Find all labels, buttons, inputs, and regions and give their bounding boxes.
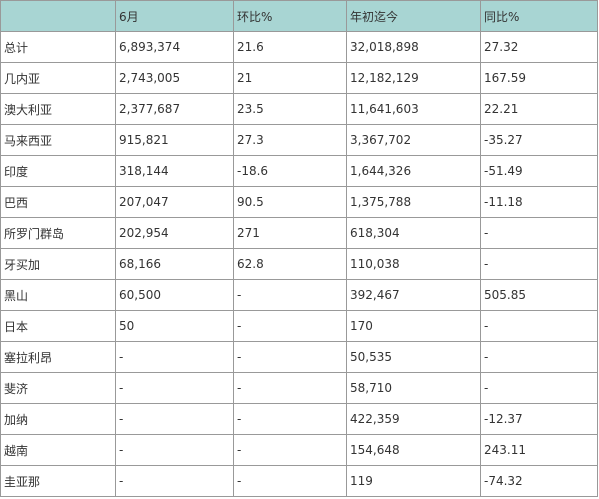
header-yoy: 同比% bbox=[480, 0, 598, 32]
cell-june: 318,144 bbox=[115, 155, 234, 187]
table-row: 加纳 - - 422,359 -12.37 bbox=[0, 403, 598, 435]
table-header: 6月 环比% 年初迄今 同比% bbox=[0, 0, 598, 32]
cell-country: 塞拉利昂 bbox=[0, 341, 116, 373]
cell-ytd: 422,359 bbox=[346, 403, 481, 435]
cell-mom: 62.8 bbox=[233, 248, 347, 280]
cell-yoy: -12.37 bbox=[480, 403, 598, 435]
cell-yoy: 22.21 bbox=[480, 93, 598, 125]
cell-june: 915,821 bbox=[115, 124, 234, 156]
cell-yoy: 27.32 bbox=[480, 31, 598, 63]
cell-country: 斐济 bbox=[0, 372, 116, 404]
cell-mom: 27.3 bbox=[233, 124, 347, 156]
cell-yoy: -11.18 bbox=[480, 186, 598, 218]
cell-june: 2,377,687 bbox=[115, 93, 234, 125]
header-country bbox=[0, 0, 116, 32]
cell-ytd: 392,467 bbox=[346, 279, 481, 311]
table-row: 日本 50 - 170 - bbox=[0, 310, 598, 342]
cell-ytd: 50,535 bbox=[346, 341, 481, 373]
header-june: 6月 bbox=[115, 0, 234, 32]
table-row: 几内亚 2,743,005 21 12,182,129 167.59 bbox=[0, 62, 598, 94]
cell-mom: 271 bbox=[233, 217, 347, 249]
cell-yoy: - bbox=[480, 341, 598, 373]
header-ytd: 年初迄今 bbox=[346, 0, 481, 32]
cell-country: 牙买加 bbox=[0, 248, 116, 280]
cell-june: 2,743,005 bbox=[115, 62, 234, 94]
cell-ytd: 1,644,326 bbox=[346, 155, 481, 187]
cell-ytd: 618,304 bbox=[346, 217, 481, 249]
cell-country: 几内亚 bbox=[0, 62, 116, 94]
cell-june: 202,954 bbox=[115, 217, 234, 249]
cell-june: 50 bbox=[115, 310, 234, 342]
cell-mom: 23.5 bbox=[233, 93, 347, 125]
table-row: 牙买加 68,166 62.8 110,038 - bbox=[0, 248, 598, 280]
cell-ytd: 3,367,702 bbox=[346, 124, 481, 156]
cell-june: - bbox=[115, 403, 234, 435]
cell-ytd: 110,038 bbox=[346, 248, 481, 280]
cell-yoy: 243.11 bbox=[480, 434, 598, 466]
table-row: 圭亚那 - - 119 -74.32 bbox=[0, 465, 598, 497]
cell-country: 加纳 bbox=[0, 403, 116, 435]
cell-ytd: 32,018,898 bbox=[346, 31, 481, 63]
cell-june: - bbox=[115, 465, 234, 497]
cell-ytd: 11,641,603 bbox=[346, 93, 481, 125]
cell-june: 6,893,374 bbox=[115, 31, 234, 63]
cell-june: - bbox=[115, 341, 234, 373]
table-row: 马来西亚 915,821 27.3 3,367,702 -35.27 bbox=[0, 124, 598, 156]
cell-yoy: 505.85 bbox=[480, 279, 598, 311]
table-body: 总计 6,893,374 21.6 32,018,898 27.32 几内亚 2… bbox=[0, 31, 598, 497]
cell-ytd: 119 bbox=[346, 465, 481, 497]
cell-country: 所罗门群岛 bbox=[0, 217, 116, 249]
table-row: 澳大利亚 2,377,687 23.5 11,641,603 22.21 bbox=[0, 93, 598, 125]
cell-ytd: 58,710 bbox=[346, 372, 481, 404]
cell-country: 总计 bbox=[0, 31, 116, 63]
cell-country: 日本 bbox=[0, 310, 116, 342]
cell-country: 印度 bbox=[0, 155, 116, 187]
table-row: 印度 318,144 -18.6 1,644,326 -51.49 bbox=[0, 155, 598, 187]
cell-ytd: 154,648 bbox=[346, 434, 481, 466]
cell-mom: - bbox=[233, 434, 347, 466]
cell-mom: - bbox=[233, 310, 347, 342]
cell-mom: - bbox=[233, 465, 347, 497]
table-row: 塞拉利昂 - - 50,535 - bbox=[0, 341, 598, 373]
cell-mom: -18.6 bbox=[233, 155, 347, 187]
table-row: 越南 - - 154,648 243.11 bbox=[0, 434, 598, 466]
cell-mom: 21.6 bbox=[233, 31, 347, 63]
cell-june: - bbox=[115, 372, 234, 404]
header-row: 6月 环比% 年初迄今 同比% bbox=[0, 0, 598, 32]
cell-yoy: -35.27 bbox=[480, 124, 598, 156]
table-row: 所罗门群岛 202,954 271 618,304 - bbox=[0, 217, 598, 249]
header-mom: 环比% bbox=[233, 0, 347, 32]
cell-yoy: - bbox=[480, 310, 598, 342]
cell-june: 68,166 bbox=[115, 248, 234, 280]
cell-country: 黑山 bbox=[0, 279, 116, 311]
cell-country: 马来西亚 bbox=[0, 124, 116, 156]
table-row: 巴西 207,047 90.5 1,375,788 -11.18 bbox=[0, 186, 598, 218]
cell-country: 巴西 bbox=[0, 186, 116, 218]
cell-ytd: 12,182,129 bbox=[346, 62, 481, 94]
table-row: 黑山 60,500 - 392,467 505.85 bbox=[0, 279, 598, 311]
cell-yoy: - bbox=[480, 217, 598, 249]
cell-mom: - bbox=[233, 279, 347, 311]
cell-country: 越南 bbox=[0, 434, 116, 466]
cell-ytd: 170 bbox=[346, 310, 481, 342]
cell-mom: - bbox=[233, 341, 347, 373]
cell-june: - bbox=[115, 434, 234, 466]
cell-yoy: 167.59 bbox=[480, 62, 598, 94]
cell-country: 澳大利亚 bbox=[0, 93, 116, 125]
cell-country: 圭亚那 bbox=[0, 465, 116, 497]
cell-mom: - bbox=[233, 403, 347, 435]
cell-mom: 90.5 bbox=[233, 186, 347, 218]
cell-yoy: - bbox=[480, 372, 598, 404]
cell-mom: - bbox=[233, 372, 347, 404]
cell-june: 60,500 bbox=[115, 279, 234, 311]
table-row: 总计 6,893,374 21.6 32,018,898 27.32 bbox=[0, 31, 598, 63]
table-row: 斐济 - - 58,710 - bbox=[0, 372, 598, 404]
cell-june: 207,047 bbox=[115, 186, 234, 218]
cell-yoy: - bbox=[480, 248, 598, 280]
cell-mom: 21 bbox=[233, 62, 347, 94]
cell-yoy: -51.49 bbox=[480, 155, 598, 187]
cell-ytd: 1,375,788 bbox=[346, 186, 481, 218]
cell-yoy: -74.32 bbox=[480, 465, 598, 497]
